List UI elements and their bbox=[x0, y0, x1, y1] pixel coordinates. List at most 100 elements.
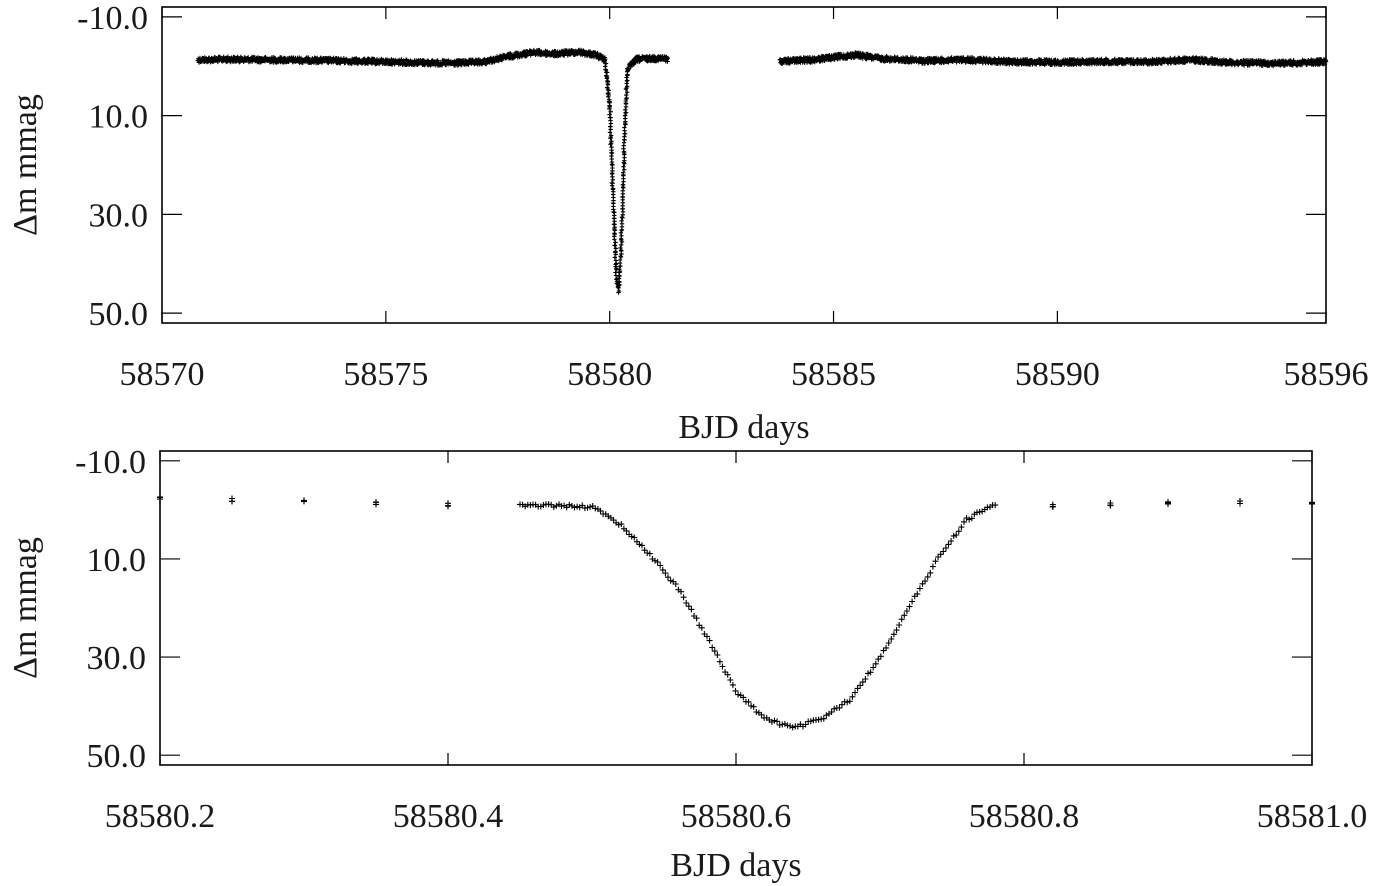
data-point bbox=[365, 61, 371, 66]
data-point bbox=[587, 503, 594, 510]
data-point bbox=[667, 577, 674, 584]
data-point bbox=[724, 671, 731, 678]
data-point bbox=[609, 139, 614, 144]
data-point bbox=[639, 542, 645, 549]
data-point bbox=[745, 698, 752, 705]
data-point bbox=[893, 627, 900, 634]
data-point bbox=[616, 285, 621, 290]
data-point bbox=[610, 183, 615, 188]
data-point bbox=[609, 151, 615, 156]
data-point bbox=[641, 547, 648, 554]
data-point bbox=[613, 240, 618, 245]
data-point bbox=[955, 528, 962, 535]
data-point bbox=[606, 88, 611, 93]
data-point bbox=[849, 693, 856, 700]
data-point bbox=[844, 699, 851, 706]
data-point bbox=[771, 717, 778, 724]
data-point bbox=[622, 167, 627, 172]
data-point bbox=[655, 58, 661, 64]
data-point bbox=[802, 721, 809, 728]
data-point bbox=[704, 633, 710, 640]
data-point bbox=[615, 521, 622, 528]
data-point bbox=[924, 573, 931, 580]
data-point bbox=[787, 723, 794, 729]
data-point bbox=[836, 704, 843, 711]
data-point bbox=[719, 663, 726, 670]
data-point bbox=[1323, 59, 1329, 64]
data-point bbox=[618, 230, 624, 235]
y-tick-label: -10.0 bbox=[75, 444, 146, 481]
data-point bbox=[607, 106, 612, 111]
data-point bbox=[706, 637, 713, 644]
data-point bbox=[940, 548, 947, 555]
x-tick-label: 58580.2 bbox=[105, 798, 216, 835]
data-point bbox=[665, 55, 671, 61]
y-axis-label: Δm mmag bbox=[7, 94, 44, 236]
y-tick-label: 30.0 bbox=[87, 640, 147, 677]
data-point bbox=[604, 70, 610, 75]
data-point bbox=[909, 598, 916, 605]
data-point bbox=[716, 658, 723, 665]
y-tick-label: -10.0 bbox=[77, 0, 148, 37]
data-point bbox=[613, 264, 618, 269]
data-point bbox=[823, 712, 830, 719]
data-point bbox=[625, 90, 630, 95]
data-point bbox=[1237, 498, 1243, 505]
data-point bbox=[683, 600, 690, 606]
data-point bbox=[750, 703, 757, 710]
x-tick-label: 58585 bbox=[791, 356, 876, 393]
data-point bbox=[1049, 503, 1056, 510]
data-point bbox=[729, 681, 736, 688]
data-point bbox=[272, 55, 277, 61]
data-point bbox=[953, 532, 960, 538]
data-point bbox=[608, 127, 613, 132]
data-point bbox=[608, 121, 614, 126]
data-point bbox=[857, 682, 864, 689]
data-point bbox=[584, 504, 591, 511]
data-point bbox=[963, 515, 970, 522]
data-point bbox=[714, 652, 721, 658]
axis-ticks: 58570 58575 58580 58585 58590 58596 -10.0 10.0 3… bbox=[77, 0, 1368, 393]
data-point bbox=[942, 545, 949, 551]
data-point bbox=[901, 612, 908, 619]
x-tick-label: 58580.8 bbox=[969, 798, 1080, 835]
x-tick-label: 58580 bbox=[567, 356, 652, 393]
y-axis-label: Δm mmag bbox=[7, 537, 44, 679]
data-point bbox=[607, 112, 612, 117]
data-point bbox=[896, 622, 903, 628]
data-point bbox=[608, 136, 613, 141]
data-point bbox=[961, 518, 967, 525]
data-point bbox=[927, 569, 934, 576]
data-point bbox=[624, 81, 629, 86]
data-point bbox=[306, 55, 311, 61]
data-point bbox=[958, 524, 965, 531]
data-point bbox=[966, 516, 973, 523]
data-point bbox=[768, 718, 775, 725]
data-point bbox=[563, 504, 570, 511]
data-point bbox=[624, 75, 629, 80]
data-point bbox=[611, 207, 616, 212]
data-point bbox=[229, 498, 235, 505]
data-point bbox=[623, 107, 628, 112]
data-point bbox=[906, 603, 913, 610]
data-point bbox=[903, 608, 910, 614]
data-point bbox=[632, 61, 637, 66]
data-point bbox=[612, 255, 617, 260]
data-point bbox=[631, 534, 638, 541]
y-tick-label: 10.0 bbox=[89, 99, 149, 136]
data-point bbox=[867, 669, 874, 676]
data-point bbox=[748, 702, 755, 709]
data-point bbox=[618, 521, 625, 528]
data-point bbox=[735, 691, 742, 698]
data-point bbox=[1025, 57, 1030, 62]
data-point bbox=[628, 533, 635, 540]
data-point bbox=[711, 648, 718, 655]
data-point bbox=[774, 718, 781, 725]
data-point bbox=[916, 585, 923, 592]
data-point bbox=[831, 705, 838, 712]
data-points bbox=[157, 494, 1315, 731]
data-point bbox=[859, 679, 866, 686]
data-point bbox=[617, 257, 623, 263]
y-tick-label: 10.0 bbox=[87, 542, 147, 579]
data-point bbox=[883, 644, 890, 651]
